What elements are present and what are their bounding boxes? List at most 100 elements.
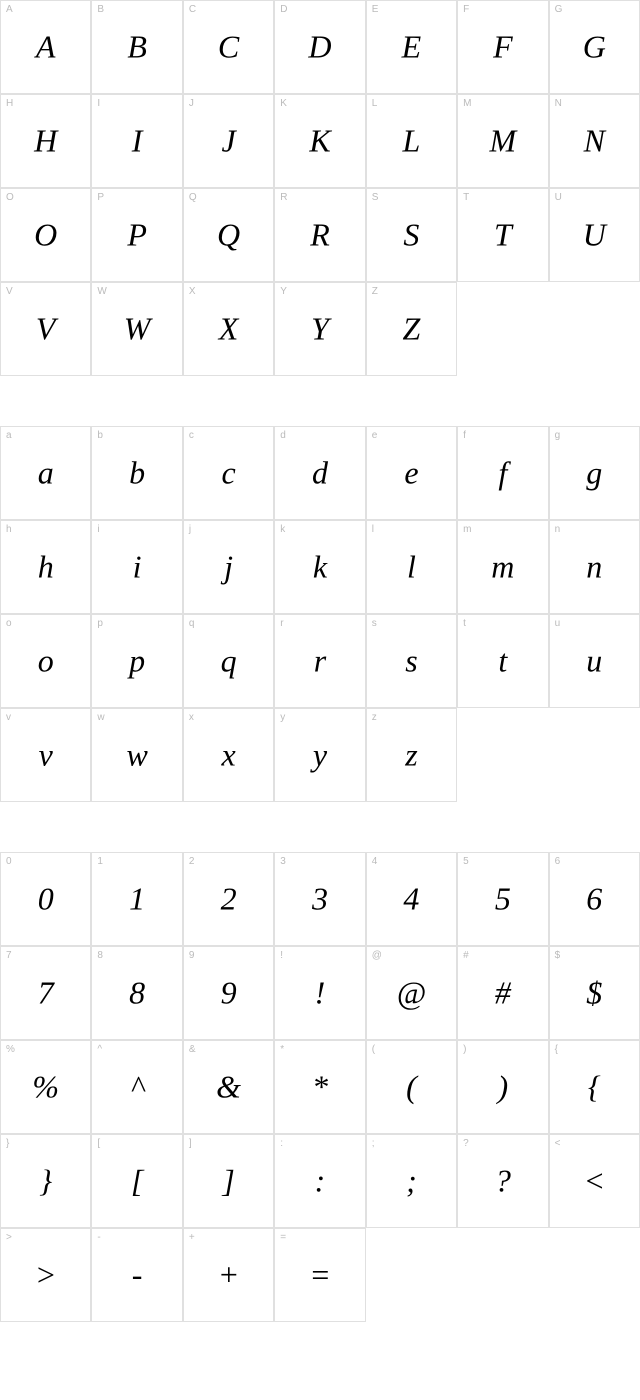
glyph-label: } [6, 1138, 9, 1149]
glyph-cell: uu [549, 614, 640, 708]
glyph-display: } [39, 1163, 52, 1200]
glyph-display: V [36, 311, 56, 348]
glyph-cell: ** [274, 1040, 365, 1134]
glyph-cell: hh [0, 520, 91, 614]
glyph-cell: mm [457, 520, 548, 614]
glyph-label: Y [280, 286, 287, 297]
glyph-cell: 22 [183, 852, 274, 946]
glyph-cell: rr [274, 614, 365, 708]
glyph-cell: tt [457, 614, 548, 708]
glyph-label: P [97, 192, 104, 203]
glyph-cell: ll [366, 520, 457, 614]
glyph-cell: aa [0, 426, 91, 520]
glyph-label: z [372, 712, 377, 723]
glyph-display: G [583, 29, 606, 66]
glyph-display: A [36, 29, 56, 66]
glyph-cell: RR [274, 188, 365, 282]
glyph-display: h [38, 549, 54, 586]
glyph-display: Q [217, 217, 240, 254]
glyph-display: > [35, 1257, 57, 1294]
glyph-label: S [372, 192, 379, 203]
glyph-display: ] [222, 1163, 234, 1200]
glyph-display: l [407, 549, 416, 586]
glyph-label: B [97, 4, 104, 15]
glyph-cell: ff [457, 426, 548, 520]
glyph-display: 0 [38, 881, 54, 918]
glyph-display: < [583, 1163, 605, 1200]
glyph-display: b [129, 455, 145, 492]
glyph-cell: }} [0, 1134, 91, 1228]
character-map-container: AABBCCDDEEFFGGHHIIJJKKLLMMNNOOPPQQRRSSTT… [0, 0, 640, 1322]
glyph-label: j [189, 524, 191, 535]
glyph-label: R [280, 192, 287, 203]
glyph-display: u [586, 643, 602, 680]
glyph-cell: FF [457, 0, 548, 94]
glyph-display: 6 [586, 881, 602, 918]
glyph-label: O [6, 192, 14, 203]
glyph-cell: jj [183, 520, 274, 614]
glyph-display: w [126, 737, 147, 774]
glyph-label: U [555, 192, 562, 203]
glyph-cell: @@ [366, 946, 457, 1040]
glyph-label: 0 [6, 856, 12, 867]
glyph-cell: 00 [0, 852, 91, 946]
glyph-label: H [6, 98, 13, 109]
glyph-label: J [189, 98, 194, 109]
glyph-cell: cc [183, 426, 274, 520]
glyph-cell: XX [183, 282, 274, 376]
glyph-display: ? [495, 1163, 511, 1200]
glyph-display: [ [131, 1163, 143, 1200]
glyph-cell: ZZ [366, 282, 457, 376]
glyph-cell: << [549, 1134, 640, 1228]
glyph-label: t [463, 618, 466, 629]
glyph-label: ] [189, 1138, 192, 1149]
glyph-cell: ;; [366, 1134, 457, 1228]
glyph-label: f [463, 430, 466, 441]
glyph-display: M [490, 123, 517, 160]
glyph-label: - [97, 1232, 100, 1243]
glyph-label: v [6, 712, 11, 723]
glyph-cell: :: [274, 1134, 365, 1228]
glyph-cell: NN [549, 94, 640, 188]
glyph-display: k [313, 549, 327, 586]
glyph-label: d [280, 430, 286, 441]
glyph-display: I [132, 123, 143, 160]
glyph-label: 3 [280, 856, 286, 867]
glyph-cell: xx [183, 708, 274, 802]
glyph-display: a [38, 455, 54, 492]
glyph-label: u [555, 618, 561, 629]
glyph-cell: SS [366, 188, 457, 282]
glyph-label: @ [372, 950, 382, 961]
glyph-display: 7 [38, 975, 54, 1012]
glyph-label: 6 [555, 856, 561, 867]
glyph-label: 2 [189, 856, 195, 867]
glyph-cell: oo [0, 614, 91, 708]
glyph-cell: TT [457, 188, 548, 282]
glyph-label: i [97, 524, 99, 535]
glyph-label: E [372, 4, 379, 15]
glyph-label: a [6, 430, 12, 441]
glyph-display: n [586, 549, 602, 586]
glyph-display: z [405, 737, 417, 774]
glyph-cell: JJ [183, 94, 274, 188]
glyph-cell: gg [549, 426, 640, 520]
glyph-cell: ww [91, 708, 182, 802]
glyph-display: q [221, 643, 237, 680]
glyph-display: Z [403, 311, 421, 348]
glyph-label: % [6, 1044, 15, 1055]
glyph-cell: EE [366, 0, 457, 94]
glyph-cell: VV [0, 282, 91, 376]
glyph-label: h [6, 524, 12, 535]
glyph-display: r [314, 643, 326, 680]
glyph-cell: ## [457, 946, 548, 1040]
glyph-label: & [189, 1044, 196, 1055]
glyph-display: H [34, 123, 57, 160]
glyph-display: % [32, 1069, 59, 1106]
glyph-cell: {{ [549, 1040, 640, 1134]
glyph-display: N [584, 123, 605, 160]
glyph-label: < [555, 1138, 561, 1149]
glyph-display: C [218, 29, 239, 66]
glyph-cell: OO [0, 188, 91, 282]
glyph-display: X [219, 311, 239, 348]
glyph-cell: AA [0, 0, 91, 94]
